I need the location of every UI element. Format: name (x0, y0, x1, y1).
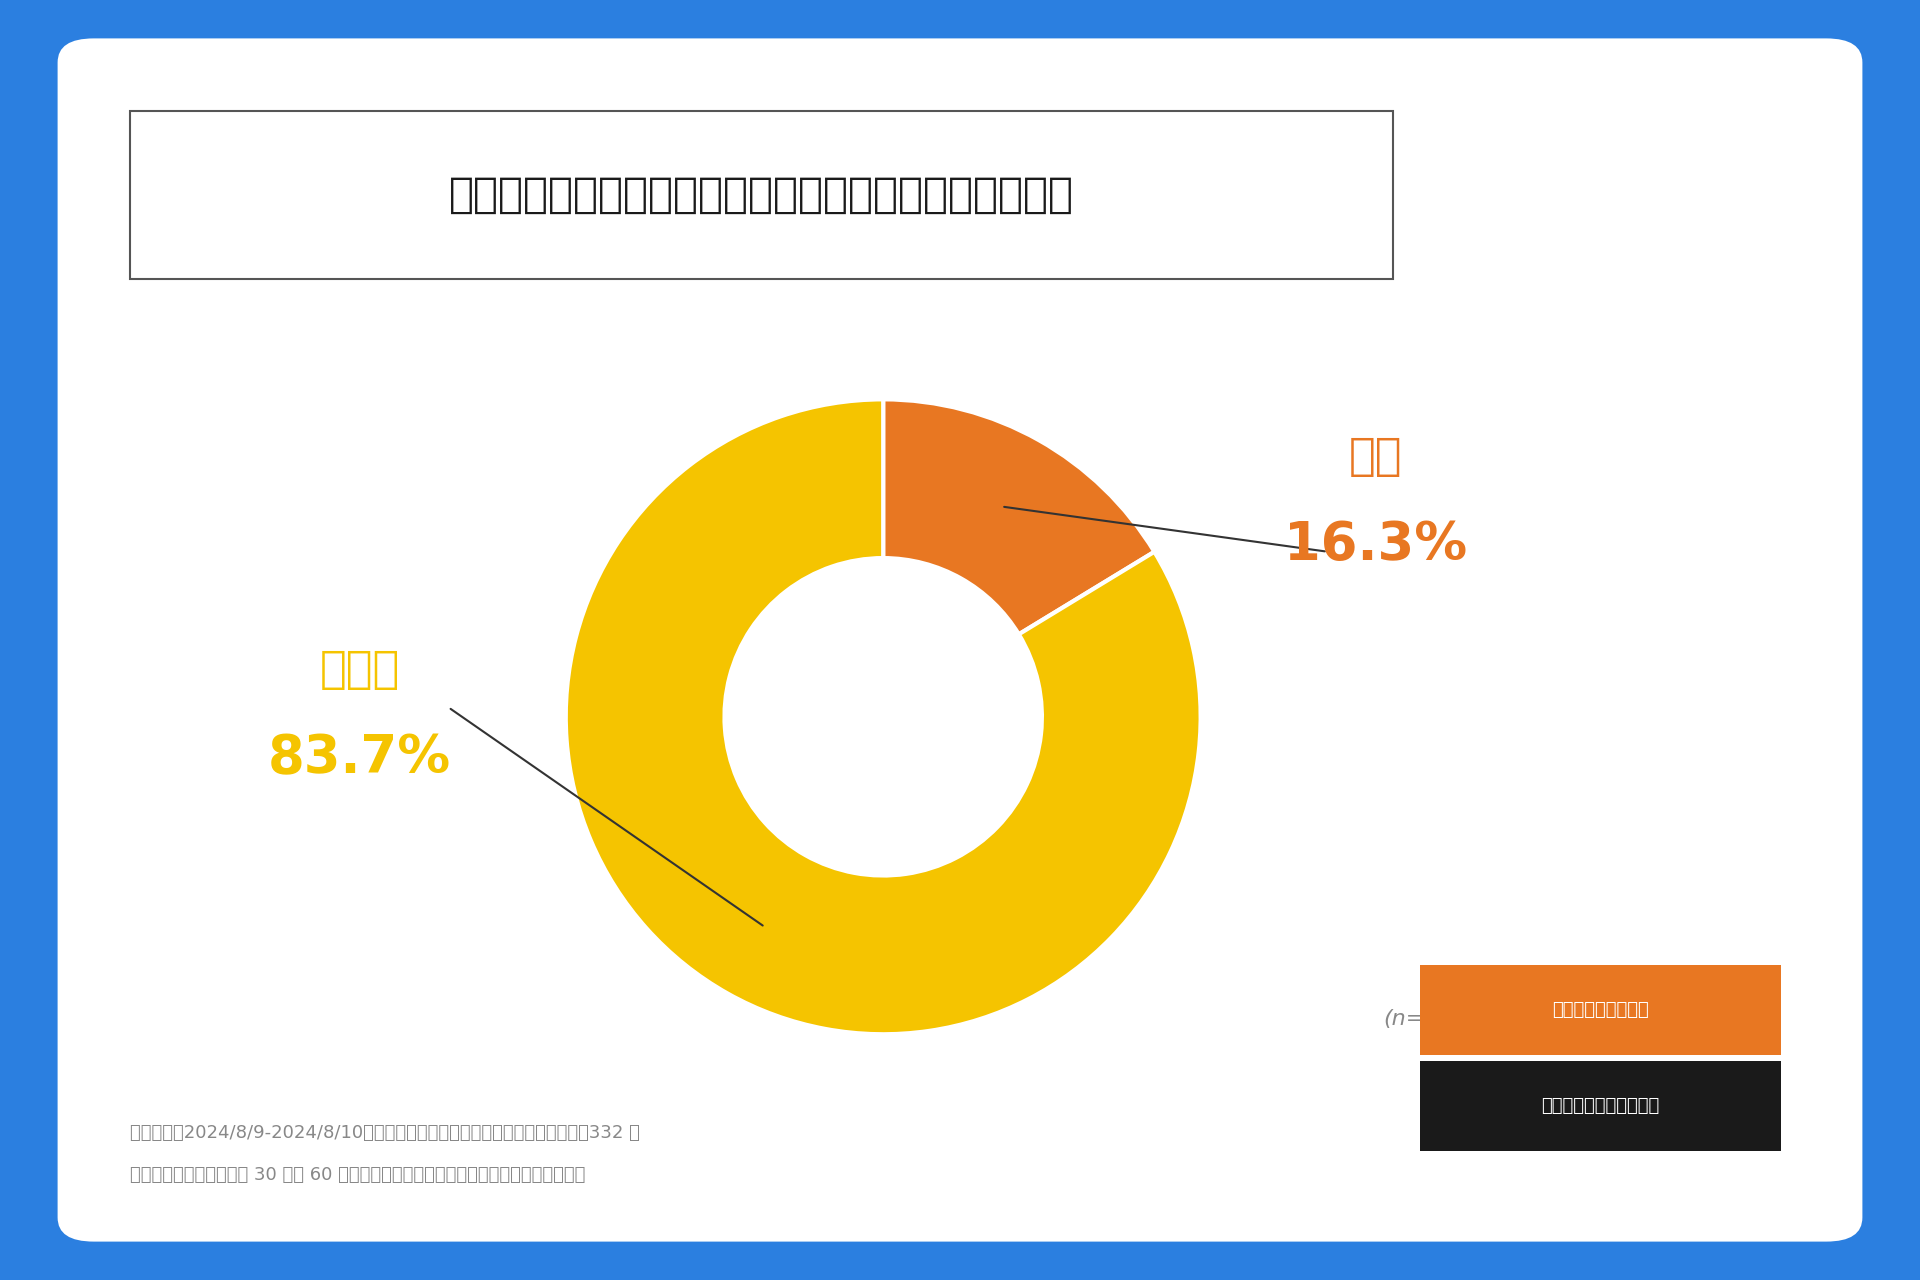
FancyBboxPatch shape (1421, 1061, 1782, 1152)
Text: あなたは住宅のリフォームに補助金を活用しましたか。: あなたは住宅のリフォームに補助金を活用しましたか。 (449, 174, 1073, 216)
Text: 83.7%: 83.7% (269, 732, 451, 785)
Text: (n=153): (n=153) (1382, 1009, 1475, 1029)
Text: いいえ: いいえ (319, 648, 399, 691)
Text: 窓リフォームマイスター: 窓リフォームマイスター (1542, 1097, 1659, 1115)
Text: はい: はい (1348, 435, 1402, 477)
Text: 調査期間：2024/8/9-2024/8/10・調査方法：インターネット調査・調査人数：332 名: 調査期間：2024/8/9-2024/8/10・調査方法：インターネット調査・調… (131, 1124, 639, 1142)
Text: 調査対象：持ち家に住む 30 代～ 60 代の男女・モニター提供元：日本ビジネスリサーチ: 調査対象：持ち家に住む 30 代～ 60 代の男女・モニター提供元：日本ビジネス… (131, 1166, 586, 1184)
Text: 16.3%: 16.3% (1284, 520, 1467, 571)
FancyBboxPatch shape (58, 38, 1862, 1242)
Text: 玄関ドアマイスター: 玄関ドアマイスター (1553, 1001, 1649, 1019)
FancyBboxPatch shape (131, 110, 1394, 279)
Wedge shape (566, 399, 1200, 1034)
Wedge shape (883, 399, 1154, 635)
FancyBboxPatch shape (1421, 965, 1782, 1055)
